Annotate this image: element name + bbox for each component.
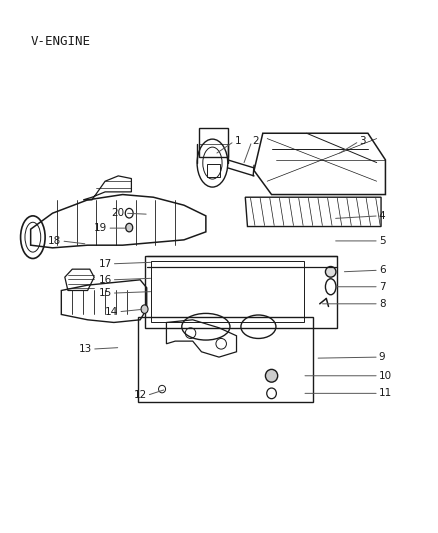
Text: 16: 16 (99, 275, 112, 285)
Ellipse shape (265, 369, 278, 382)
Text: 13: 13 (79, 344, 92, 354)
Ellipse shape (325, 266, 336, 277)
Text: 19: 19 (94, 223, 107, 233)
Text: 20: 20 (112, 208, 125, 218)
Text: 17: 17 (99, 259, 112, 269)
Text: 10: 10 (379, 371, 392, 381)
Text: V-ENGINE: V-ENGINE (31, 35, 91, 47)
Text: 7: 7 (379, 282, 385, 292)
Text: 11: 11 (379, 389, 392, 398)
Text: 12: 12 (134, 391, 147, 400)
Text: 15: 15 (99, 288, 112, 298)
Text: 5: 5 (379, 236, 385, 246)
Text: 1: 1 (234, 136, 241, 146)
Ellipse shape (126, 223, 133, 232)
Text: 18: 18 (48, 236, 61, 246)
Text: 3: 3 (359, 136, 366, 146)
Text: 8: 8 (379, 299, 385, 309)
Text: 4: 4 (379, 211, 385, 221)
Text: 6: 6 (379, 265, 385, 275)
Text: 14: 14 (105, 307, 118, 317)
Text: 2: 2 (252, 136, 258, 146)
Text: 9: 9 (379, 352, 385, 362)
Ellipse shape (141, 305, 148, 313)
